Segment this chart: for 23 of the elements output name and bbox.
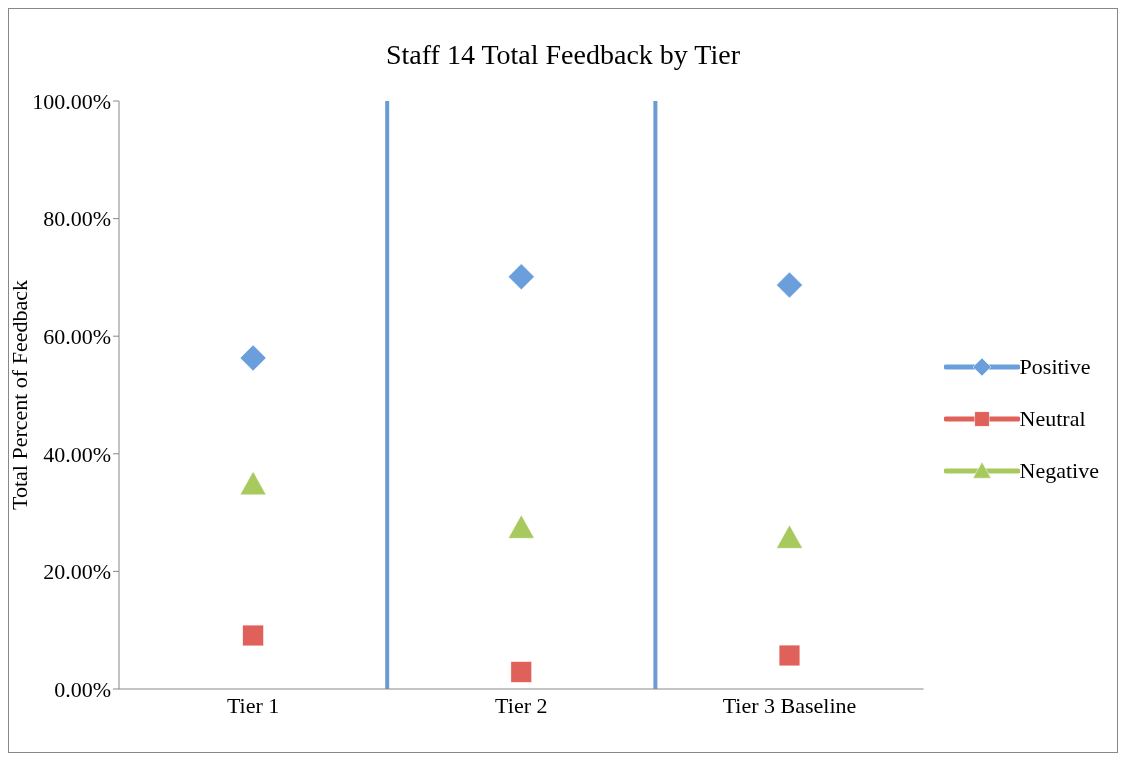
point: [242, 624, 264, 647]
point: [778, 644, 801, 667]
x-tick-label: Tier 3 Baseline: [722, 692, 857, 718]
point: [239, 344, 267, 372]
point: [776, 524, 803, 549]
y-tick-label: 40.00%: [43, 441, 111, 467]
y-axis-title: Total Percent of Feedback: [6, 280, 32, 510]
legend-label: Positive: [1019, 354, 1091, 380]
x-tick-label: Tier 2: [495, 692, 548, 718]
point: [776, 271, 803, 299]
x-tick-label: Tier 1: [226, 692, 280, 718]
point: [508, 263, 535, 291]
point: [508, 514, 535, 539]
y-tick-label: 0.00%: [54, 676, 111, 702]
legend-label: Neutral: [1019, 406, 1086, 432]
y-tick-label: 20.00%: [43, 559, 111, 585]
legend-label: Negative: [1019, 458, 1099, 484]
point: [239, 471, 267, 496]
point: [510, 661, 532, 683]
y-tick-label: 100.00%: [32, 88, 111, 114]
chart-title: Staff 14 Total Feedback by Tier: [385, 38, 741, 72]
y-tick-label: 60.00%: [43, 324, 111, 350]
y-tick-label: 80.00%: [43, 206, 111, 232]
